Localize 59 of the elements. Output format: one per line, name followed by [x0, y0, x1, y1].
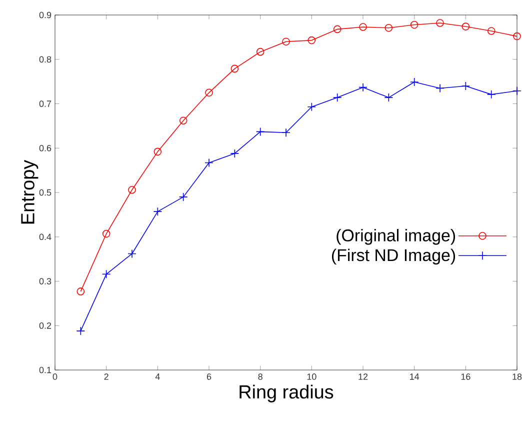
point	[256, 127, 265, 136]
point	[128, 186, 136, 194]
point	[308, 36, 316, 44]
x-tick-label: 18	[512, 374, 522, 380]
y-tick-label: 0.7	[39, 100, 52, 107]
y-tick-label: 0.2	[39, 322, 52, 329]
x-tick-label: 16	[461, 374, 470, 380]
point	[204, 158, 214, 168]
point	[178, 192, 188, 202]
point	[512, 86, 522, 96]
point	[436, 19, 444, 27]
point	[359, 23, 367, 31]
x-tick-label: 10	[307, 374, 316, 380]
y-tick-label: 0.5	[39, 189, 52, 196]
point	[76, 288, 85, 296]
point	[486, 90, 496, 99]
point	[332, 93, 342, 102]
point	[153, 207, 162, 216]
point	[384, 24, 393, 32]
point	[205, 88, 213, 97]
x-tick-label: 8	[258, 374, 262, 380]
point	[154, 148, 162, 156]
y-tick-label: 0.8	[39, 56, 52, 63]
y-tick-label: 0.3	[39, 278, 52, 284]
point	[487, 27, 496, 35]
point	[462, 22, 470, 30]
x-axis-title: Ring radius	[240, 384, 334, 402]
x-tick-label: 0	[52, 374, 58, 380]
point	[384, 93, 394, 102]
point	[410, 20, 418, 29]
point	[76, 326, 86, 336]
y-tick-label: 0.9	[39, 12, 52, 18]
point	[102, 230, 110, 238]
legend-label: (First ND Image)	[332, 248, 456, 265]
point	[410, 78, 419, 86]
y-tick-label: 0.6	[39, 144, 52, 152]
y-axis-title: Entropy	[21, 160, 38, 224]
point	[436, 84, 444, 93]
point	[358, 82, 368, 92]
point	[230, 64, 239, 73]
x-tick-label: 4	[155, 374, 160, 380]
x-tick-label: 12	[358, 374, 368, 380]
y-tick-label: 0.1	[39, 366, 52, 374]
legend-label: (Original image)	[336, 228, 456, 245]
x-tick-label: 14	[410, 374, 420, 380]
point	[513, 32, 521, 40]
point	[128, 249, 136, 258]
point	[307, 102, 316, 112]
point	[179, 116, 188, 125]
point	[102, 270, 111, 279]
point	[256, 48, 264, 56]
point	[461, 82, 470, 90]
x-tick-label: 2	[104, 374, 108, 380]
y-tick-label: 0.4	[39, 234, 52, 240]
x-tick-label: 6	[206, 374, 212, 380]
point	[282, 128, 290, 137]
point	[282, 38, 290, 46]
point	[333, 25, 342, 34]
point	[230, 149, 240, 158]
